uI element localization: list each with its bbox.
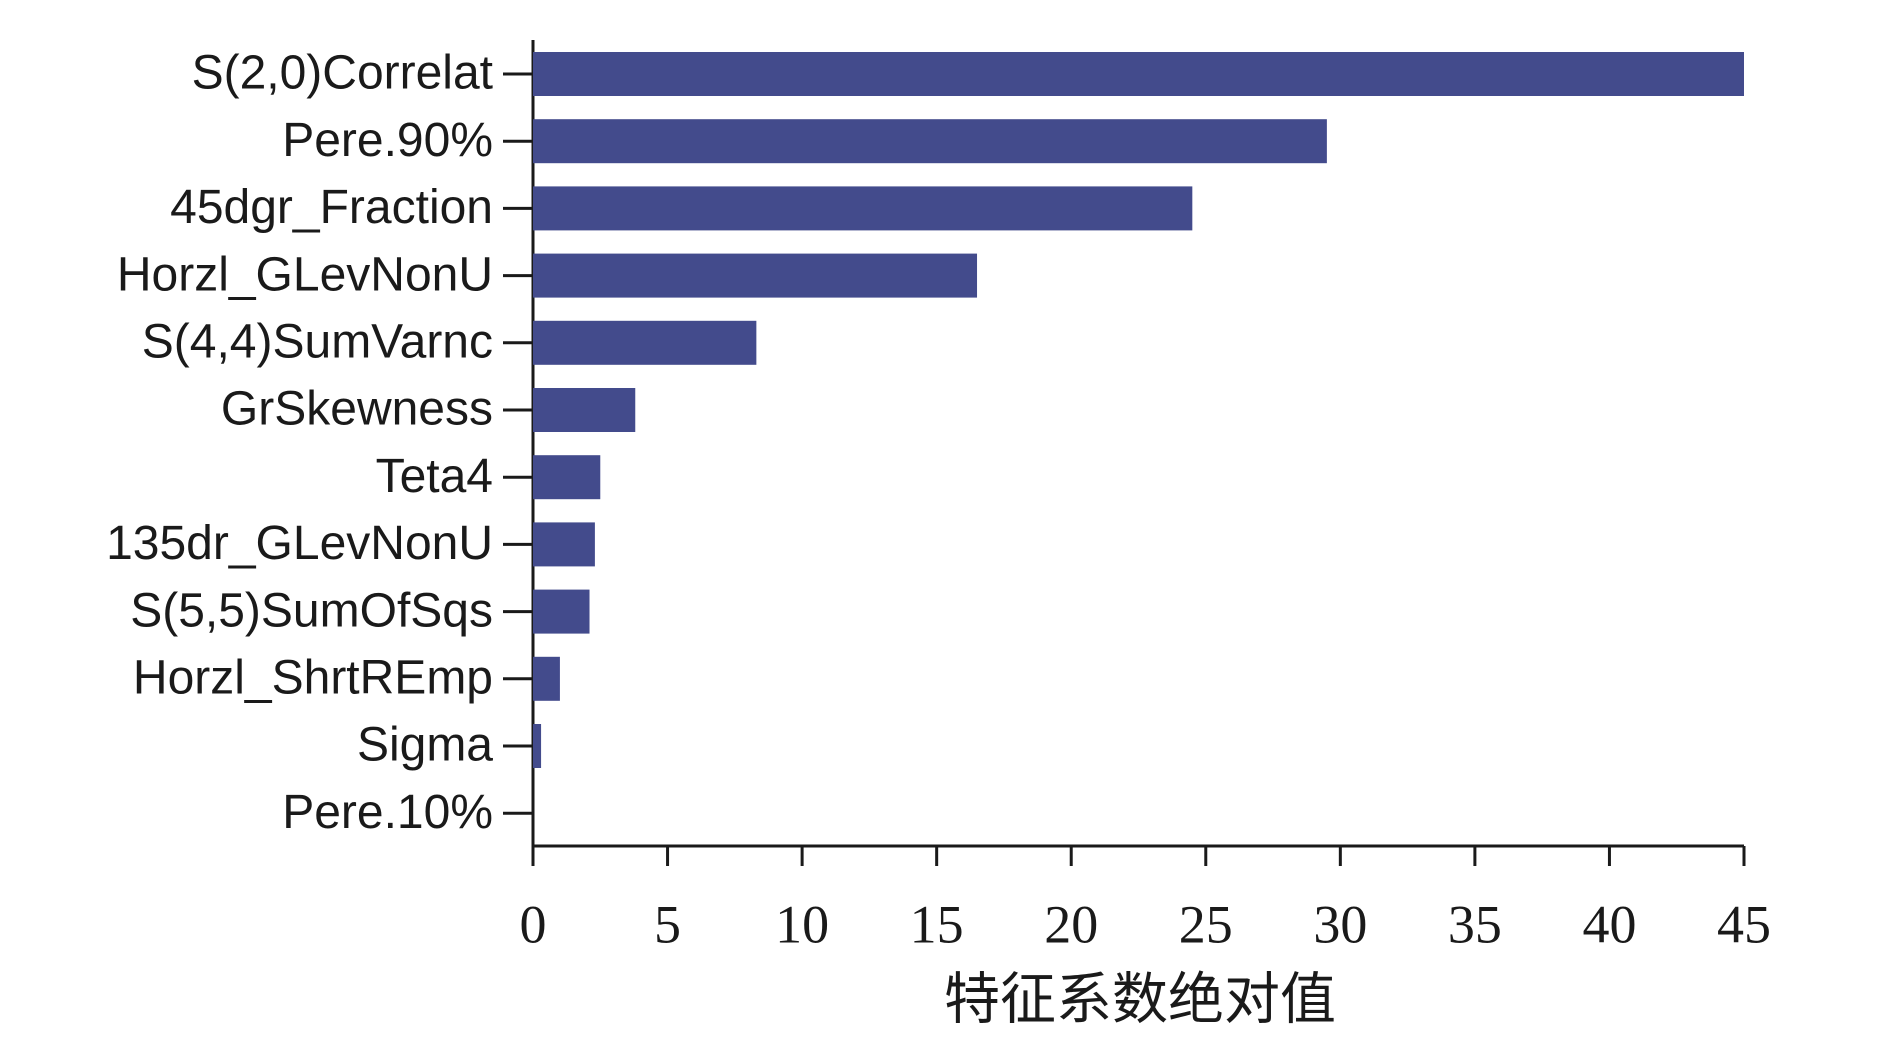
y-tick-label: Horzl_GLevNonU [117, 248, 493, 301]
y-tick-label: 135dr_GLevNonU [106, 517, 493, 570]
x-tick-label: 20 [1044, 894, 1098, 954]
x-tick-label: 30 [1313, 894, 1367, 954]
x-tick-label: 40 [1582, 894, 1636, 954]
x-tick-label: 0 [520, 894, 547, 954]
bar [533, 186, 1193, 231]
y-tick-label: S(2,0)Correlat [192, 47, 493, 100]
y-tick-label: 45dgr_Fraction [170, 181, 493, 234]
bar [533, 522, 595, 567]
bar [533, 656, 560, 701]
bar [533, 320, 757, 365]
x-tick-label: 15 [910, 894, 964, 954]
y-tick-label: Teta4 [376, 450, 493, 503]
y-tick-label: Pere.10% [282, 786, 493, 839]
y-tick-label: GrSkewness [221, 383, 493, 436]
x-tick-label: 10 [775, 894, 829, 954]
x-tick-label: 45 [1717, 894, 1771, 954]
bar [533, 388, 636, 432]
y-tick-label: Horzl_ShrtREmp [133, 651, 493, 704]
x-tick-label: 35 [1448, 894, 1502, 954]
x-tick-label: 25 [1179, 894, 1233, 954]
bar [533, 455, 601, 500]
y-tick-label: S(5,5)SumOfSqs [130, 584, 493, 637]
y-tick-label: Pere.90% [282, 114, 493, 167]
y-tick-label: Sigma [357, 719, 493, 772]
bar [533, 253, 978, 298]
x-tick-label: 5 [654, 894, 681, 954]
bar [533, 724, 542, 768]
bar [533, 589, 590, 634]
x-axis-label: 特征系数绝对值 [944, 968, 1336, 1033]
bar [533, 52, 1744, 96]
bar [533, 119, 1327, 164]
y-tick-label: S(4,4)SumVarnc [142, 315, 493, 368]
